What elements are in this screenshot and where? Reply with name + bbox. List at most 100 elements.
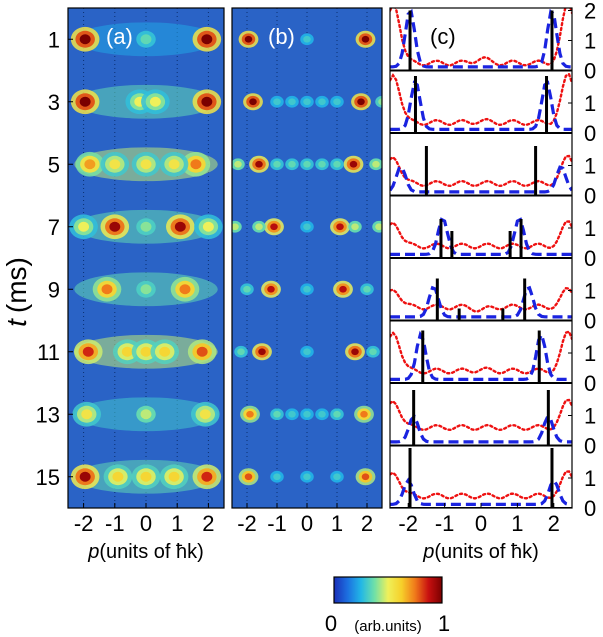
peak-core xyxy=(361,473,370,481)
peak-core xyxy=(140,221,152,232)
y-axis-title-t: t xyxy=(1,318,32,327)
peak-core xyxy=(196,346,208,357)
colorbar-max-label: 1 xyxy=(438,611,450,636)
x-tick-label-0: 0 xyxy=(301,511,313,536)
blue-dashed-curve-t11 xyxy=(390,330,572,381)
peak-core xyxy=(349,160,358,168)
peak-core xyxy=(318,160,326,168)
colorbar-unit-label: (arb.units) xyxy=(354,618,422,635)
peak-core xyxy=(244,35,253,43)
peak-core xyxy=(179,284,191,295)
blue-dashed-curve-t13 xyxy=(390,413,572,444)
peak-core xyxy=(375,223,382,231)
y-tick-label-7: 7 xyxy=(48,215,60,240)
peak-core xyxy=(243,285,251,293)
peak-core xyxy=(318,410,326,418)
blue-dashed-curve-t1 xyxy=(390,8,572,69)
peak-core xyxy=(84,159,96,170)
peak-core xyxy=(378,98,382,106)
peak-core xyxy=(201,96,213,107)
peak-core xyxy=(258,348,266,356)
red-dotted-curve-t9 xyxy=(390,286,572,313)
x-tick-label--1: -1 xyxy=(435,511,455,536)
right-tick-label: 1 xyxy=(584,341,596,366)
x-tick-label--1: -1 xyxy=(267,511,287,536)
x-axis-title-c-unit: (units of ħk) xyxy=(434,541,538,563)
panel-a: (a) xyxy=(67,7,225,509)
peak-core xyxy=(140,34,152,45)
peak-core xyxy=(140,284,152,295)
peak-core xyxy=(237,348,245,356)
peak-core xyxy=(199,409,211,420)
blue-dashed-curve-t3 xyxy=(390,80,572,131)
peak-core xyxy=(351,223,359,231)
svg-text:t(ms): t (ms) xyxy=(1,257,32,327)
x-tick-label-2: 2 xyxy=(361,511,373,536)
colorbar-gradient xyxy=(333,576,443,604)
right-tick-label: 0 xyxy=(584,121,596,146)
x-tick-label-1: 1 xyxy=(331,511,343,536)
peak-core xyxy=(303,348,311,356)
x-axis-title-a-p: p xyxy=(87,541,99,563)
peak-core xyxy=(159,346,171,357)
peak-core xyxy=(303,473,311,481)
panel-c: (c) xyxy=(389,7,573,509)
peak-core xyxy=(361,35,370,43)
peak-core xyxy=(190,159,202,170)
x-tick-label-1: 1 xyxy=(171,511,183,536)
right-tick-label: 0 xyxy=(584,371,596,396)
y-tick-label-5: 5 xyxy=(48,152,60,177)
peak-core xyxy=(288,160,296,168)
peak-core xyxy=(372,160,380,168)
peak-core xyxy=(333,410,341,418)
red-dotted-curve-t15 xyxy=(390,470,572,500)
right-tick-label: 0 xyxy=(584,434,596,459)
panel-b: (b) xyxy=(231,7,383,509)
x-tick-label--2: -2 xyxy=(74,511,94,536)
y-tick-label-15: 15 xyxy=(36,465,60,490)
x-tick-label-0: 0 xyxy=(140,511,152,536)
peak-core xyxy=(273,410,281,418)
right-tick-label: 1 xyxy=(584,216,596,241)
y-axis-title: t (ms) xyxy=(1,257,32,327)
peak-core xyxy=(288,98,296,106)
panel-b-label: (b) xyxy=(268,24,295,49)
peak-core xyxy=(201,34,213,45)
peak-core xyxy=(79,471,91,482)
peak-core xyxy=(318,98,326,106)
right-tick-label: 0 xyxy=(584,309,596,334)
right-tick-label: 2 xyxy=(584,0,596,24)
x-axis-b: -2 -1 0 1 2 xyxy=(237,503,373,536)
y-axis-title-unit: (ms) xyxy=(1,257,32,313)
peak-core xyxy=(174,221,186,232)
peak-core xyxy=(244,473,253,481)
peak-core xyxy=(273,98,281,106)
y-tick-label-11: 11 xyxy=(37,340,60,365)
blue-dashed-curve-t9 xyxy=(390,285,572,319)
peak-core xyxy=(79,96,91,107)
blue-dashed-curve-t7 xyxy=(390,217,572,256)
peak-core xyxy=(303,410,311,418)
peak-core xyxy=(246,410,254,418)
peak-core xyxy=(140,471,152,482)
x-axis-title-c-p: p xyxy=(422,541,434,563)
peak-core xyxy=(351,348,359,356)
peak-core xyxy=(369,348,377,356)
peak-core xyxy=(249,98,257,106)
y-tick-label-3: 3 xyxy=(48,90,60,115)
peak-core xyxy=(101,284,113,295)
peak-core xyxy=(303,35,311,43)
peak-core xyxy=(303,223,311,231)
right-tick-label: 1 xyxy=(584,466,596,491)
peak-core xyxy=(360,410,368,418)
x-tick-label-0: 0 xyxy=(475,511,487,536)
peak-core xyxy=(140,409,152,420)
right-tick-label: 1 xyxy=(584,29,596,54)
panel-c-label: (c) xyxy=(430,24,456,49)
right-tick-label: 1 xyxy=(584,154,596,179)
y-tick-label-13: 13 xyxy=(36,402,60,427)
peak-core xyxy=(357,98,365,106)
colorbar: 0 (arb.units) 1 xyxy=(325,576,450,636)
peak-core xyxy=(303,160,311,168)
